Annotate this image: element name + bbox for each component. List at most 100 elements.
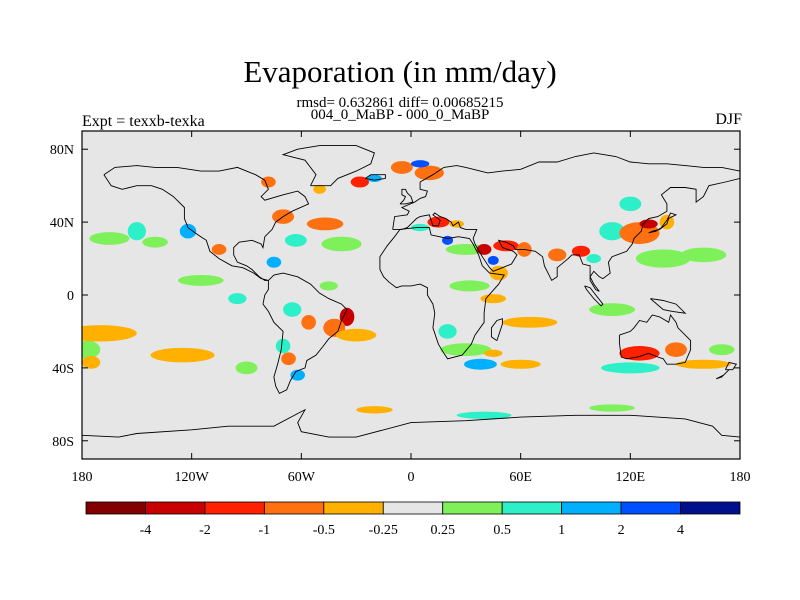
anomaly-patch-2 bbox=[89, 232, 130, 245]
anomaly-patch-45 bbox=[586, 253, 602, 264]
colorbar-swatch-pos3 bbox=[561, 501, 622, 515]
anomaly-patch-43 bbox=[548, 248, 567, 262]
anomaly-patch-17 bbox=[261, 176, 276, 188]
anomaly-patch-52 bbox=[500, 359, 541, 369]
coastline-13 bbox=[716, 369, 730, 380]
x-tick-label-0: 180 bbox=[72, 470, 93, 485]
anomaly-patch-19 bbox=[350, 176, 369, 188]
anomaly-patch-23 bbox=[275, 338, 291, 354]
anomaly-patch-66 bbox=[708, 344, 735, 356]
anomaly-patch-29 bbox=[319, 281, 338, 291]
experiment-subtitle: 004_0_MaBP - 000_0_MaBP bbox=[310, 107, 490, 123]
anomaly-patch-26 bbox=[339, 307, 355, 326]
anomaly-patch-6 bbox=[211, 243, 227, 255]
anomaly-patch-54 bbox=[599, 222, 625, 241]
anomaly-patch-16 bbox=[266, 256, 282, 268]
y-tick-label-3: 40S bbox=[52, 362, 74, 377]
x-tick-label-2: 60W bbox=[288, 470, 316, 485]
season-label: DJF bbox=[715, 111, 742, 128]
colorbar-label-2: -1 bbox=[259, 523, 271, 538]
colorbar-swatch-neg4 bbox=[145, 501, 206, 515]
anomaly-patch-28 bbox=[336, 328, 377, 342]
colorbar-label-4: -0.25 bbox=[369, 523, 398, 538]
anomaly-patch-44 bbox=[571, 245, 591, 257]
colorbar: -4 -2 -1 -0.5 -0.25 0.25 0.5 1 2 4 bbox=[85, 501, 741, 538]
colorbar-swatch-neg1 bbox=[323, 501, 384, 515]
anomaly-patch-34 bbox=[449, 220, 465, 228]
coastline-9 bbox=[648, 212, 678, 234]
anomaly-patch-24 bbox=[281, 352, 296, 366]
plot-title: Evaporation (in mm/day) bbox=[243, 54, 557, 89]
colorbar-swatch-pos2 bbox=[501, 501, 563, 515]
coastline-0 bbox=[103, 165, 310, 281]
y-tick-label-1: 40N bbox=[50, 216, 74, 231]
coastline-12 bbox=[724, 361, 738, 371]
colorbar-swatch-pos4 bbox=[620, 501, 681, 515]
colorbar-label-3: -0.5 bbox=[313, 523, 335, 538]
anomaly-patch-5 bbox=[179, 223, 197, 239]
coastline-8 bbox=[490, 318, 503, 341]
anomaly-patch-68 bbox=[456, 411, 512, 419]
coastline-11 bbox=[650, 298, 687, 314]
anomaly-patch-49 bbox=[464, 358, 497, 370]
anomaly-patch-15 bbox=[321, 236, 362, 252]
anomaly-patch-64 bbox=[601, 362, 660, 374]
y-tick-label-2: 0 bbox=[67, 289, 74, 304]
anomaly-patch-63 bbox=[665, 342, 687, 357]
anomaly-patch-48 bbox=[440, 343, 492, 357]
colorbar-label-0: -4 bbox=[140, 523, 152, 538]
anomaly-patch-21 bbox=[283, 302, 302, 317]
anomaly-patch-65 bbox=[676, 359, 731, 369]
colorbar-label-5: 0.25 bbox=[430, 523, 455, 538]
coastline-4 bbox=[392, 152, 740, 292]
anomaly-patch-59 bbox=[680, 247, 727, 263]
anomaly-patch-1 bbox=[82, 356, 101, 369]
anomaly-patch-69 bbox=[356, 406, 393, 414]
colorbar-swatch-zero bbox=[382, 501, 444, 515]
x-axis: 180 120W 60W 0 60E 120E 180 bbox=[72, 131, 751, 485]
coastlines bbox=[82, 145, 740, 438]
colorbar-label-7: 1 bbox=[558, 523, 565, 538]
x-tick-label-6: 180 bbox=[730, 470, 751, 485]
anomaly-patch-50 bbox=[484, 349, 503, 357]
anomaly-patch-47 bbox=[480, 294, 507, 304]
coastline-6 bbox=[618, 313, 692, 365]
anomaly-patch-37 bbox=[445, 243, 486, 255]
y-tick-label-4: 80S bbox=[52, 435, 74, 450]
coastline-3 bbox=[379, 227, 505, 360]
colorbar-swatch-neg2 bbox=[263, 501, 325, 515]
anomaly-patch-11 bbox=[235, 361, 258, 375]
colorbar-label-9: 4 bbox=[677, 523, 684, 538]
colorbar-swatch-pos5 bbox=[680, 501, 741, 515]
anomaly-patch-25 bbox=[290, 369, 305, 381]
anomaly-patch-51 bbox=[438, 324, 457, 339]
colorbar-swatch-pos1 bbox=[442, 501, 503, 515]
anomaly-patch-14 bbox=[306, 217, 344, 231]
anomaly-patch-8 bbox=[228, 293, 247, 305]
anomaly-patch-46 bbox=[449, 280, 490, 292]
coastline-1 bbox=[262, 272, 348, 395]
colorbar-swatch-neg3 bbox=[204, 501, 265, 515]
anomaly-patch-60 bbox=[619, 196, 642, 212]
anomaly-patch-22 bbox=[301, 315, 316, 330]
colorbar-swatch-neg5 bbox=[85, 501, 146, 515]
map-background bbox=[82, 131, 740, 459]
y-axis: 80N 40N 0 40S 80S bbox=[50, 143, 740, 450]
stats-line: rmsd= 0.632861 diff= 0.00685215 bbox=[296, 95, 504, 111]
x-tick-label-4: 60E bbox=[509, 470, 532, 485]
anomaly-patch-62 bbox=[619, 346, 660, 361]
coastline-14 bbox=[365, 174, 386, 181]
anomaly-patch-7 bbox=[177, 274, 224, 286]
anomaly-patch-20 bbox=[367, 174, 382, 183]
anomaly-patch-3 bbox=[127, 222, 146, 241]
anomaly-patch-31 bbox=[414, 165, 444, 181]
expt-label: Expt = texxb-texka bbox=[82, 113, 205, 130]
anomaly-patch-53 bbox=[502, 316, 558, 328]
coastline-10 bbox=[584, 285, 604, 307]
anomaly-patch-30 bbox=[390, 161, 413, 174]
colorbar-label-6: 0.5 bbox=[493, 523, 511, 538]
coastline-2 bbox=[281, 145, 375, 187]
anomaly-patch-13 bbox=[284, 233, 307, 247]
anomaly-patch-32 bbox=[411, 160, 430, 168]
